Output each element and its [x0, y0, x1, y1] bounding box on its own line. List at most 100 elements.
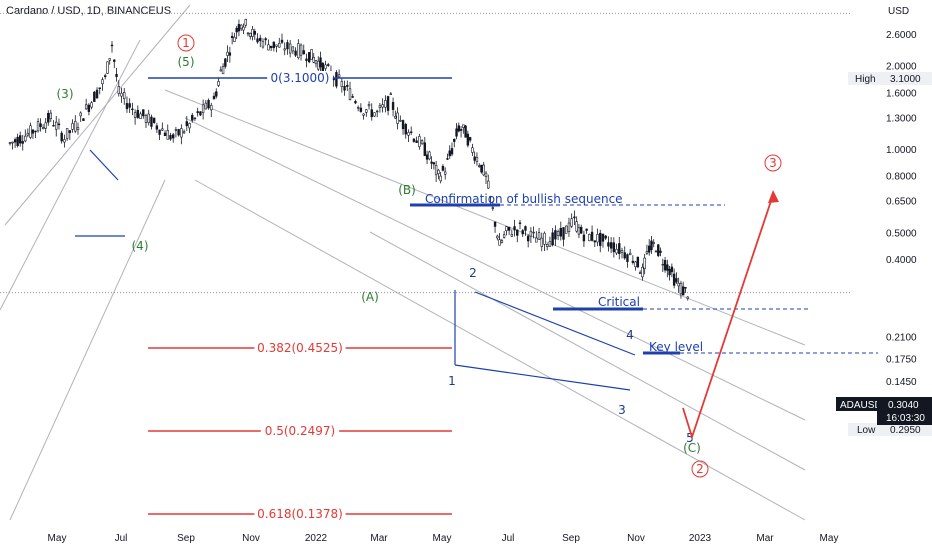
- candle: [136, 109, 140, 118]
- candle: [327, 64, 330, 66]
- candle: [551, 232, 554, 246]
- candle: [453, 138, 456, 142]
- candle: [585, 228, 588, 231]
- candle: [47, 112, 50, 123]
- candle: [82, 118, 85, 121]
- candle: [253, 31, 256, 35]
- x-tick-label: Sep: [562, 533, 580, 544]
- candle: [79, 112, 82, 117]
- x-tick-label: Jul: [502, 533, 515, 544]
- candle: [95, 89, 99, 99]
- candle: [399, 119, 402, 122]
- candle: [172, 134, 175, 139]
- candle: [235, 27, 238, 33]
- symbol-tag: ADAUSD: [840, 400, 882, 411]
- candle: [521, 230, 524, 235]
- candle: [210, 105, 213, 111]
- candle: [101, 79, 104, 85]
- candle: [537, 232, 541, 240]
- candle: [668, 268, 671, 276]
- candle: [240, 24, 243, 29]
- candle: [532, 231, 535, 234]
- current-price-value: 0.3040: [888, 400, 919, 411]
- y-tick-label: 0.8000: [886, 172, 917, 183]
- candle: [661, 263, 665, 266]
- candle: [221, 66, 225, 75]
- candle: [636, 256, 640, 268]
- candle: [446, 158, 449, 160]
- candle: [373, 112, 376, 117]
- candle: [434, 165, 438, 176]
- wave-label: 1: [448, 374, 456, 388]
- candle: [354, 101, 357, 104]
- candle: [510, 234, 514, 237]
- candle: [500, 240, 504, 243]
- candle: [518, 222, 522, 224]
- candle: [224, 58, 227, 67]
- candle: [487, 180, 490, 189]
- candle: [432, 162, 436, 165]
- candle: [259, 37, 262, 42]
- candle: [356, 107, 360, 109]
- wave-label: (5): [178, 55, 195, 69]
- candle: [139, 113, 142, 119]
- candle: [562, 227, 565, 240]
- candle: [362, 113, 365, 116]
- candle: [554, 230, 557, 240]
- candle: [412, 138, 416, 142]
- candle: [147, 113, 150, 123]
- candle: [631, 260, 635, 263]
- countdown-value: 16:03:30: [886, 413, 925, 424]
- candle: [98, 87, 101, 90]
- candle: [378, 105, 382, 109]
- candle: [71, 123, 74, 130]
- candle: [386, 96, 390, 111]
- wave-label: 3: [618, 403, 626, 417]
- candle: [540, 237, 543, 247]
- candle: [618, 243, 621, 255]
- current-price-bg: [877, 397, 932, 425]
- candle: [437, 169, 440, 175]
- candle: [174, 129, 178, 131]
- candle: [638, 272, 642, 274]
- candle: [228, 52, 232, 56]
- candle: [588, 233, 591, 242]
- candle: [41, 127, 45, 130]
- candle: [199, 111, 202, 116]
- candle: [125, 103, 129, 110]
- candle: [335, 72, 338, 87]
- x-tick-label: Jul: [115, 533, 128, 544]
- candle: [226, 51, 229, 56]
- candle: [567, 222, 571, 232]
- candle: [652, 242, 655, 244]
- candle: [291, 46, 295, 52]
- candle: [294, 50, 297, 56]
- y-tick-label: 2.6000: [886, 30, 917, 41]
- candle: [90, 102, 93, 108]
- candle: [423, 142, 426, 156]
- candle: [76, 127, 80, 130]
- y-tick-label: 0.6500: [886, 197, 917, 208]
- candle: [305, 58, 308, 62]
- candle: [654, 250, 658, 253]
- candle: [63, 139, 66, 143]
- candle: [657, 244, 660, 256]
- candle: [13, 139, 17, 143]
- candle: [473, 156, 476, 161]
- candle: [466, 133, 470, 146]
- candle: [34, 130, 37, 133]
- channel-line: [9, 179, 166, 521]
- fib-label-bg: [254, 507, 346, 521]
- candle: [52, 125, 55, 127]
- candle: [74, 121, 77, 132]
- candle: [249, 32, 252, 37]
- candle: [150, 116, 153, 127]
- candle: [448, 150, 451, 157]
- candle: [609, 242, 613, 249]
- candle: [280, 39, 284, 43]
- candle: [612, 242, 616, 253]
- candle: [264, 38, 267, 41]
- x-tick-label: May: [48, 533, 67, 544]
- candle: [340, 81, 344, 87]
